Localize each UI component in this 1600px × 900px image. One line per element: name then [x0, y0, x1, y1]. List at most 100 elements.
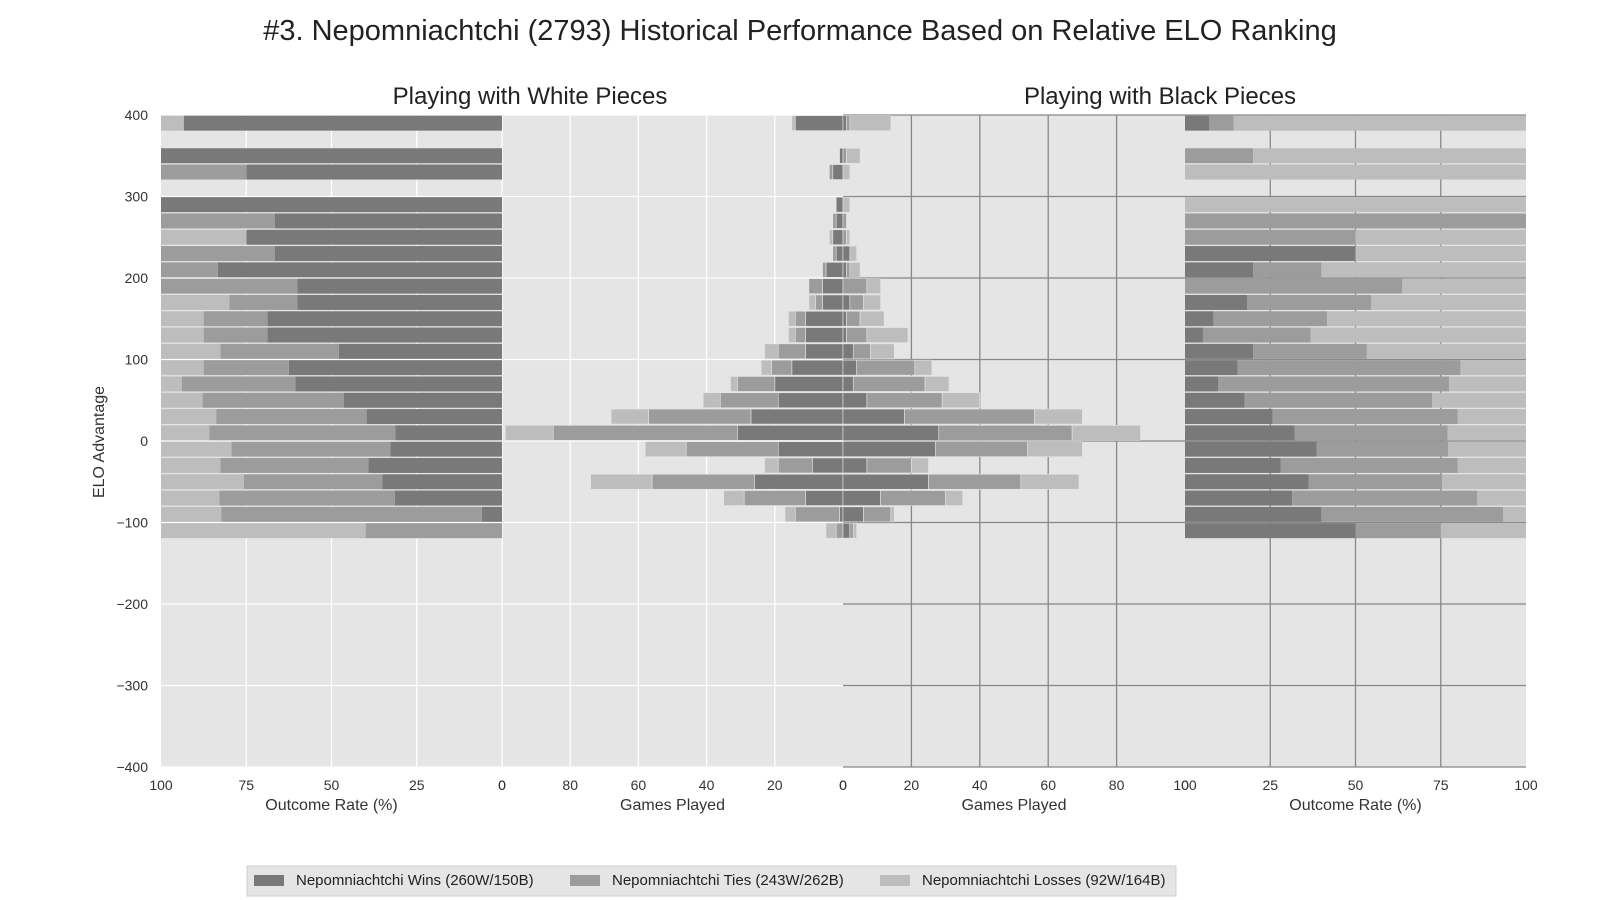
white-games-bar-losses — [702, 392, 721, 409]
black-rate-bar-ties — [1185, 278, 1402, 294]
black-rate-bar-ties — [1292, 490, 1478, 506]
chart-title: #3. Nepomniachtchi (2793) Historical Per… — [263, 15, 1337, 47]
black-rate-bar-losses — [1477, 490, 1526, 506]
black-games-bar-wins — [842, 359, 857, 376]
white-games-bar-ties — [719, 392, 779, 409]
black-games-bar-wins — [842, 310, 847, 327]
black-rate-bar-wins — [1185, 360, 1238, 376]
black-games-bar-wins — [842, 506, 864, 523]
white-games-bar-wins — [805, 327, 844, 343]
white-games-bar-wins — [832, 229, 844, 246]
black-games-bar-ties — [846, 310, 861, 327]
white-rate-bar-wins — [267, 327, 502, 343]
chart-legend: Nepomniachtchi Wins (260W/150B) Nepomnia… — [246, 865, 1177, 897]
legend-label-wins: Nepomniachtchi Wins (260W/150B) — [296, 872, 534, 889]
white-rate-bar-ties — [243, 474, 383, 490]
black-games-bar-losses — [1020, 473, 1080, 490]
white-rate-bar-wins — [395, 425, 502, 441]
black-games-bar-wins — [842, 245, 851, 262]
black-rate-bar-ties — [1202, 327, 1311, 343]
white-rate-bar-wins — [394, 490, 502, 506]
white-games-bar-ties — [794, 327, 806, 343]
y-tick-label: −100 — [116, 515, 148, 531]
black-rate-bar-losses — [1460, 360, 1526, 376]
black-rate-bar-ties — [1209, 115, 1234, 131]
white-games-bar-losses — [644, 441, 687, 457]
black-rate-bar-ties — [1185, 229, 1356, 245]
black-rate-bar-losses — [1457, 457, 1526, 473]
white-games-bar-wins — [825, 262, 844, 278]
black-rate-bar-losses — [1371, 294, 1526, 310]
white-games-bar-wins — [750, 408, 844, 425]
black-rate-bar-losses — [1185, 164, 1526, 180]
y-axis-label: ELO Advantage — [91, 386, 108, 498]
white-panel-title: Playing with White Pieces — [393, 83, 668, 110]
black-rate-tick-label: 50 — [1348, 777, 1364, 793]
black-games-tick-label: 40 — [972, 777, 988, 793]
white-games-bar-wins — [835, 196, 844, 213]
black-rate-bar-wins — [1185, 490, 1293, 506]
white-rate-bar-wins — [297, 278, 502, 294]
white-games-bar-ties — [685, 441, 779, 457]
legend-label-losses: Nepomniachtchi Losses (92W/164B) — [922, 872, 1165, 889]
black-rate-bar-ties — [1213, 311, 1328, 327]
white-games-bar-ties — [835, 522, 844, 539]
black-games-bar-losses — [1071, 425, 1141, 441]
black-games-bar-ties — [846, 262, 851, 278]
white-rate-bar-losses — [161, 490, 220, 506]
black-rate-bar-ties — [1237, 360, 1461, 376]
white-rate-bar-losses — [161, 343, 221, 359]
black-rate-bar-losses — [1253, 148, 1526, 164]
white-games-bar-ties — [822, 262, 827, 278]
black-rate-bar-ties — [1253, 343, 1367, 359]
white-rate-bar-wins — [217, 262, 503, 278]
white-rate-bar-ties — [161, 164, 247, 180]
white-games-bar-ties — [743, 490, 806, 506]
black-rate-bar-losses — [1185, 197, 1526, 213]
black-games-bar-losses — [849, 262, 861, 278]
black-rate-bar-losses — [1440, 523, 1526, 539]
black-rate-bar-ties — [1316, 441, 1449, 457]
black-games-bar-losses — [863, 294, 881, 311]
black-rate-bar-wins — [1185, 294, 1247, 310]
black-games-bar-ties — [928, 473, 1022, 490]
black-games-bar-ties — [852, 376, 926, 392]
white-rate-bar-losses — [161, 115, 184, 131]
white-games-bar-wins — [774, 376, 844, 392]
black-rate-bar-losses — [1366, 343, 1526, 359]
black-games-bar-losses — [846, 229, 851, 246]
white-games-bar-wins — [839, 506, 844, 523]
black-games-bar-ties — [880, 490, 946, 506]
white-games-bar-losses — [764, 343, 779, 360]
black-rate-xlabel: Outcome Rate (%) — [1289, 797, 1421, 814]
black-games-bar-losses — [849, 245, 857, 262]
black-games-bar-wins — [842, 490, 881, 506]
black-rate-tick-label: 0 — [1181, 777, 1189, 793]
white-games-bar-losses — [825, 522, 837, 539]
black-games-bar-ties — [852, 343, 871, 360]
black-games-bar-ties — [846, 327, 868, 343]
black-rate-bar-losses — [1233, 115, 1526, 131]
white-rate-bar-ties — [161, 278, 298, 294]
white-rate-bar-ties — [220, 457, 369, 473]
white-rate-bar-losses — [161, 474, 244, 490]
black-rate-bar-ties — [1280, 457, 1458, 473]
black-rate-bar-losses — [1448, 441, 1526, 457]
white-rate-tick-label: 0 — [498, 777, 506, 793]
black-games-bar-ties — [904, 408, 1035, 425]
black-games-bar-losses — [852, 522, 857, 539]
black-games-bar-ties — [846, 115, 851, 131]
black-rate-bar-wins — [1185, 409, 1273, 425]
white-rate-bar-ties — [219, 490, 395, 506]
white-rate-bar-wins — [382, 474, 502, 490]
y-tick-label: −200 — [116, 596, 148, 612]
y-tick-label: 200 — [125, 270, 149, 286]
black-games-bar-losses — [890, 506, 895, 523]
white-rate-bar-losses — [161, 360, 204, 376]
white-rate-bar-losses — [161, 376, 182, 392]
black-rate-bar-wins — [1185, 457, 1281, 473]
white-games-bar-wins — [777, 392, 844, 409]
black-games-bar-wins — [842, 294, 851, 311]
black-games-bar-wins — [842, 115, 847, 131]
black-games-bar-losses — [914, 359, 933, 376]
